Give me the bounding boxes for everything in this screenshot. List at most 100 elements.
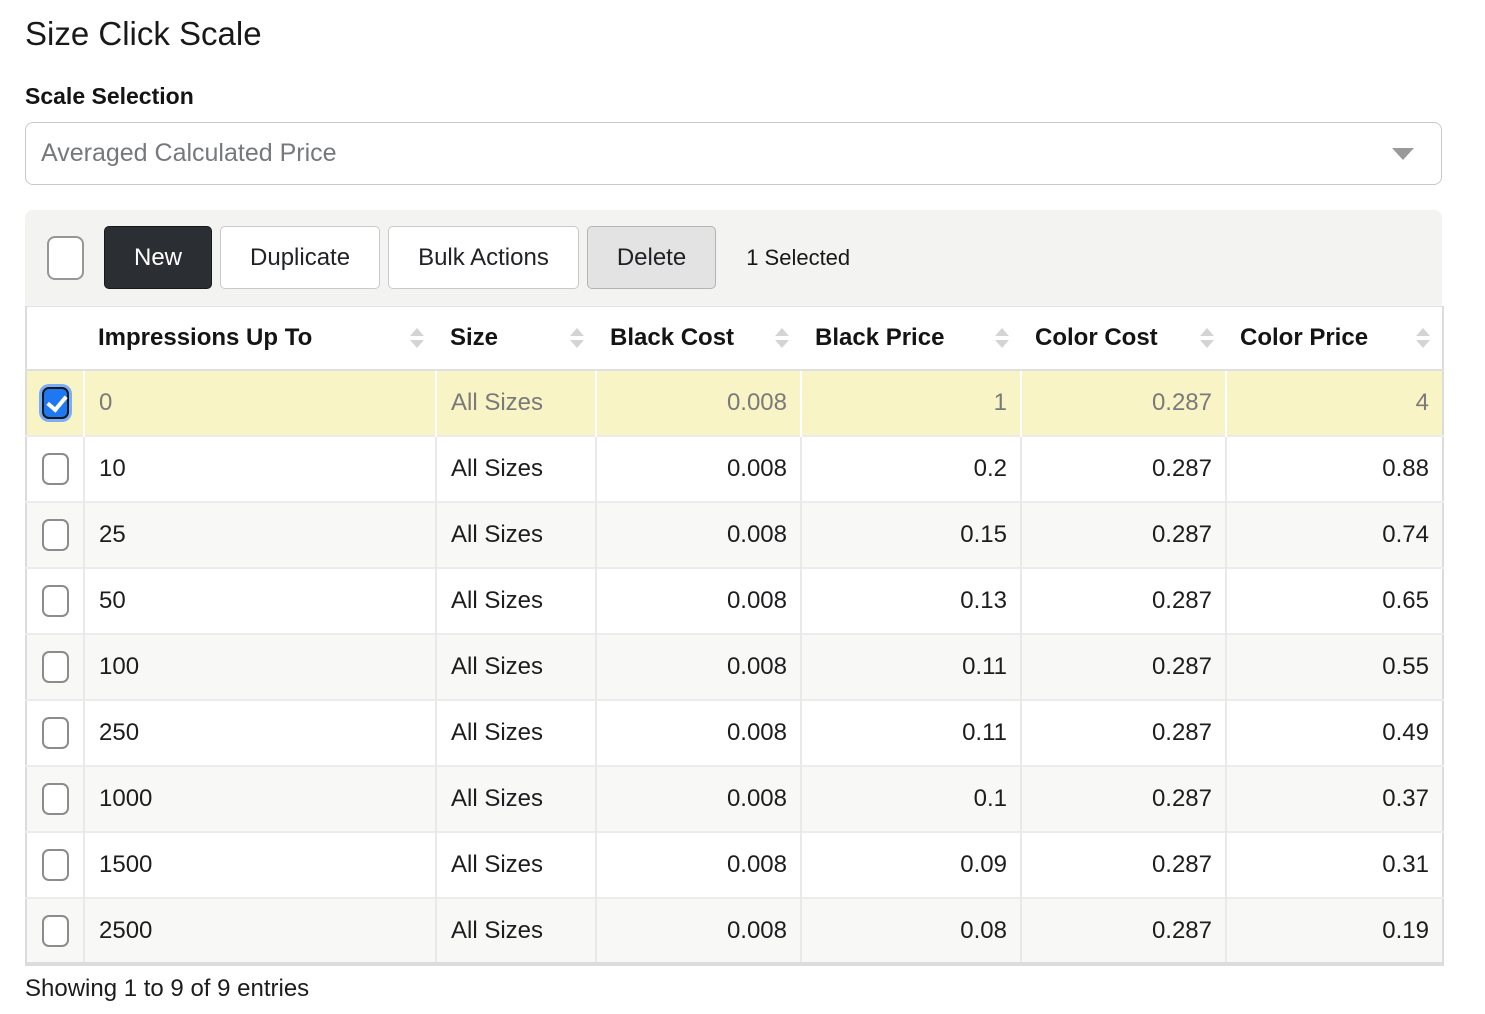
scale-selection-value: Averaged Calculated Price — [41, 138, 337, 167]
cell-color-price: 0.88 — [1225, 435, 1443, 503]
cell-black-price: 0.15 — [800, 501, 1021, 569]
cell-black-price: 0.08 — [800, 897, 1021, 965]
checkbox-cell — [26, 567, 84, 635]
cell-black-cost: 0.008 — [595, 567, 801, 635]
cell-black-price: 0.2 — [800, 435, 1021, 503]
cell-color-cost: 0.287 — [1020, 765, 1226, 833]
cell-black-price: 0.11 — [800, 699, 1021, 767]
cell-black-price: 0.13 — [800, 567, 1021, 635]
cell-size: All Sizes — [435, 897, 596, 965]
cell-color-price: 0.19 — [1225, 897, 1443, 965]
row-checkbox[interactable] — [41, 849, 69, 882]
cell-size: All Sizes — [435, 699, 596, 767]
scale-selection-select[interactable]: Averaged Calculated Price — [25, 121, 1442, 185]
cell-color-cost: 0.287 — [1020, 897, 1226, 965]
column-label: Black Cost — [610, 323, 735, 351]
header-color-cost[interactable]: Color Cost — [1021, 306, 1226, 372]
cell-black-price: 1 — [800, 369, 1021, 437]
table-row: 25 All Sizes 0.008 0.15 0.287 0.74 — [26, 501, 1443, 569]
cell-black-cost: 0.008 — [595, 369, 801, 437]
new-button[interactable]: New — [104, 226, 213, 290]
header-color-price[interactable]: Color Price — [1226, 306, 1443, 372]
cell-impressions: 50 — [83, 567, 436, 635]
column-label: Impressions Up To — [98, 323, 313, 351]
toolbar: New Duplicate Bulk Actions Delete 1 Sele… — [25, 209, 1442, 306]
checkbox-cell — [26, 633, 84, 701]
row-checkbox[interactable] — [41, 717, 69, 750]
column-label: Black Price — [815, 323, 945, 351]
cell-black-price: 0.09 — [800, 831, 1021, 899]
row-checkbox[interactable] — [41, 387, 69, 420]
cell-black-price: 0.1 — [800, 765, 1021, 833]
table-row: 250 All Sizes 0.008 0.11 0.287 0.49 — [26, 699, 1443, 767]
cell-color-price: 0.37 — [1225, 765, 1443, 833]
cell-size: All Sizes — [435, 567, 596, 635]
table-header-row: Impressions Up To Size Black Cost Black … — [26, 306, 1443, 372]
selected-count: 1 Selected — [746, 244, 851, 270]
column-label: Color Cost — [1035, 323, 1158, 351]
table-row: 0 All Sizes 0.008 1 0.287 4 — [26, 369, 1443, 437]
duplicate-button[interactable]: Duplicate — [220, 226, 381, 290]
cell-color-cost: 0.287 — [1020, 501, 1226, 569]
cell-black-cost: 0.008 — [595, 765, 801, 833]
cell-size: All Sizes — [435, 501, 596, 569]
cell-color-cost: 0.287 — [1020, 831, 1226, 899]
scale-table: Impressions Up To Size Black Cost Black … — [25, 305, 1444, 967]
delete-button[interactable]: Delete — [586, 226, 717, 290]
table-row: 1000 All Sizes 0.008 0.1 0.287 0.37 — [26, 765, 1443, 833]
cell-impressions: 1500 — [83, 831, 436, 899]
row-checkbox[interactable] — [41, 651, 69, 684]
header-size[interactable]: Size — [436, 306, 596, 372]
checkbox-cell — [26, 435, 84, 503]
cell-size: All Sizes — [435, 633, 596, 701]
scale-panel: New Duplicate Bulk Actions Delete 1 Sele… — [25, 209, 1444, 967]
header-impressions-up-to[interactable]: Impressions Up To — [84, 306, 436, 372]
sort-icon — [1200, 328, 1214, 348]
row-checkbox[interactable] — [41, 585, 69, 618]
cell-impressions: 250 — [83, 699, 436, 767]
checkbox-cell — [26, 765, 84, 833]
cell-impressions: 100 — [83, 633, 436, 701]
cell-black-price: 0.11 — [800, 633, 1021, 701]
column-label: Size — [450, 323, 499, 351]
cell-size: All Sizes — [435, 765, 596, 833]
cell-color-cost: 0.287 — [1020, 633, 1226, 701]
table-body: 0 All Sizes 0.008 1 0.287 4 10 All Sizes 0.008 0.… — [26, 369, 1443, 965]
checkbox-cell — [26, 369, 84, 437]
cell-color-price: 0.55 — [1225, 633, 1443, 701]
cell-color-price: 0.49 — [1225, 699, 1443, 767]
table-row: 2500 All Sizes 0.008 0.08 0.287 0.19 — [26, 897, 1443, 965]
row-checkbox[interactable] — [41, 453, 69, 486]
cell-impressions: 10 — [83, 435, 436, 503]
select-all-checkbox[interactable] — [47, 235, 84, 280]
sort-icon — [410, 328, 424, 348]
cell-size: All Sizes — [435, 435, 596, 503]
cell-impressions: 25 — [83, 501, 436, 569]
cell-color-cost: 0.287 — [1020, 699, 1226, 767]
row-checkbox[interactable] — [41, 914, 69, 947]
column-label: Color Price — [1240, 323, 1369, 351]
header-black-cost[interactable]: Black Cost — [596, 306, 801, 372]
sort-icon — [1416, 328, 1430, 348]
sort-icon — [570, 328, 584, 348]
row-checkbox[interactable] — [41, 519, 69, 552]
cell-color-price: 4 — [1225, 369, 1443, 437]
sort-icon — [995, 328, 1009, 348]
header-black-price[interactable]: Black Price — [801, 306, 1021, 372]
cell-size: All Sizes — [435, 369, 596, 437]
cell-color-price: 0.74 — [1225, 501, 1443, 569]
cell-impressions: 1000 — [83, 765, 436, 833]
cell-black-cost: 0.008 — [595, 897, 801, 965]
chevron-down-icon — [1392, 148, 1414, 161]
cell-color-cost: 0.287 — [1020, 435, 1226, 503]
table-row: 100 All Sizes 0.008 0.11 0.287 0.55 — [26, 633, 1443, 701]
row-checkbox[interactable] — [41, 783, 69, 816]
cell-color-cost: 0.287 — [1020, 567, 1226, 635]
cell-size: All Sizes — [435, 831, 596, 899]
cell-color-price: 0.31 — [1225, 831, 1443, 899]
cell-black-cost: 0.008 — [595, 633, 801, 701]
checkbox-cell — [26, 831, 84, 899]
page-title: Size Click Scale — [25, 15, 262, 52]
bulk-actions-button[interactable]: Bulk Actions — [388, 226, 579, 290]
